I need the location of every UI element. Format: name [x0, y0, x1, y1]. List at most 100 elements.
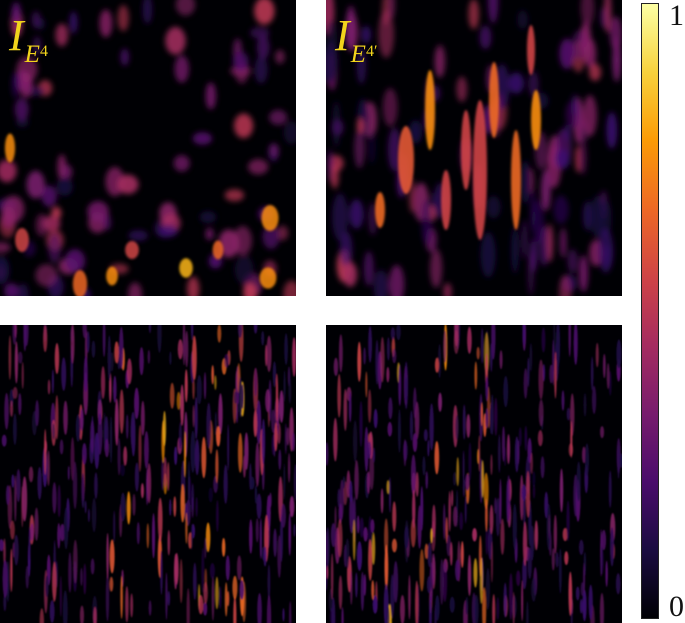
- streak: [551, 548, 555, 571]
- hot-spot: [261, 204, 279, 232]
- streak: [427, 439, 430, 457]
- streak: [10, 548, 13, 593]
- streak: [178, 422, 182, 450]
- streak: [467, 554, 472, 597]
- streak: [396, 325, 401, 341]
- streak: [34, 507, 39, 541]
- streak: [496, 597, 500, 620]
- colorbar-min-label: 0: [669, 590, 684, 623]
- streak: [503, 375, 509, 408]
- streak: [126, 491, 131, 525]
- speckle: [580, 20, 592, 64]
- streak: [28, 526, 31, 561]
- hot-streak: [473, 100, 487, 240]
- streak: [227, 424, 230, 471]
- speckle: [35, 213, 48, 237]
- streak: [3, 538, 6, 566]
- intensity-map-top-right: IE4′: [326, 0, 622, 296]
- streak: [408, 574, 411, 620]
- streak: [420, 486, 424, 531]
- streak: [265, 389, 271, 413]
- streak: [211, 576, 215, 621]
- speckle: [330, 164, 339, 189]
- streak: [224, 353, 230, 368]
- streak: [49, 600, 55, 623]
- streak: [273, 528, 277, 558]
- streak: [255, 518, 259, 543]
- streak: [566, 500, 570, 542]
- speckle: [224, 189, 245, 202]
- streak: [494, 497, 497, 514]
- streak: [522, 521, 528, 567]
- streak: [30, 523, 34, 541]
- streak: [249, 476, 255, 490]
- streak: [446, 534, 451, 557]
- streak: [546, 503, 552, 551]
- streak: [334, 506, 337, 530]
- streak: [442, 503, 446, 540]
- streak: [184, 431, 187, 478]
- speckle: [55, 23, 69, 47]
- streak: [72, 461, 78, 510]
- streak: [235, 370, 238, 393]
- speckle: [520, 160, 531, 204]
- streak: [205, 522, 211, 553]
- streak: [568, 571, 573, 616]
- streak: [483, 472, 489, 510]
- streak: [39, 608, 45, 623]
- streak: [541, 327, 546, 353]
- streak: [266, 594, 272, 623]
- streak: [522, 325, 526, 346]
- speckle: [250, 27, 270, 39]
- intensity-map-bottom-right: [326, 325, 622, 623]
- streak: [67, 465, 70, 481]
- streak: [109, 576, 114, 592]
- streak: [203, 372, 207, 400]
- streak: [531, 577, 537, 602]
- speckle: [283, 280, 296, 296]
- streak: [259, 518, 262, 559]
- streak: [455, 414, 459, 440]
- streak: [338, 334, 343, 373]
- streak: [576, 461, 581, 502]
- streak: [478, 435, 481, 472]
- streak: [176, 391, 181, 410]
- streak: [368, 326, 373, 363]
- streak: [182, 325, 186, 366]
- speckle: [254, 0, 275, 25]
- streak: [274, 422, 278, 452]
- speckle: [99, 9, 113, 38]
- streak: [44, 428, 47, 475]
- streak: [167, 461, 170, 492]
- streak: [9, 520, 15, 540]
- streak: [215, 576, 219, 610]
- streak: [174, 446, 178, 466]
- hot-spot: [259, 267, 277, 289]
- streak: [284, 423, 287, 455]
- streak: [209, 562, 215, 579]
- streak: [415, 471, 419, 497]
- streak: [215, 449, 219, 484]
- speckle: [571, 93, 579, 116]
- streak: [216, 500, 219, 533]
- speckle: [609, 16, 622, 51]
- hot-spot: [212, 240, 224, 260]
- streak: [360, 571, 365, 612]
- streak: [602, 353, 606, 379]
- streak: [388, 477, 392, 513]
- streak: [57, 484, 61, 518]
- speckle: [233, 225, 252, 256]
- speckle: [0, 159, 17, 183]
- streak: [214, 375, 217, 390]
- streak: [448, 490, 451, 532]
- speckle: [559, 275, 572, 296]
- streak: [453, 506, 458, 527]
- streak: [59, 575, 62, 617]
- streak: [573, 325, 578, 366]
- speckle: [256, 35, 270, 60]
- streak: [261, 331, 265, 346]
- streak: [218, 393, 223, 435]
- streak: [272, 361, 277, 388]
- streak: [568, 325, 572, 357]
- streak: [474, 594, 479, 623]
